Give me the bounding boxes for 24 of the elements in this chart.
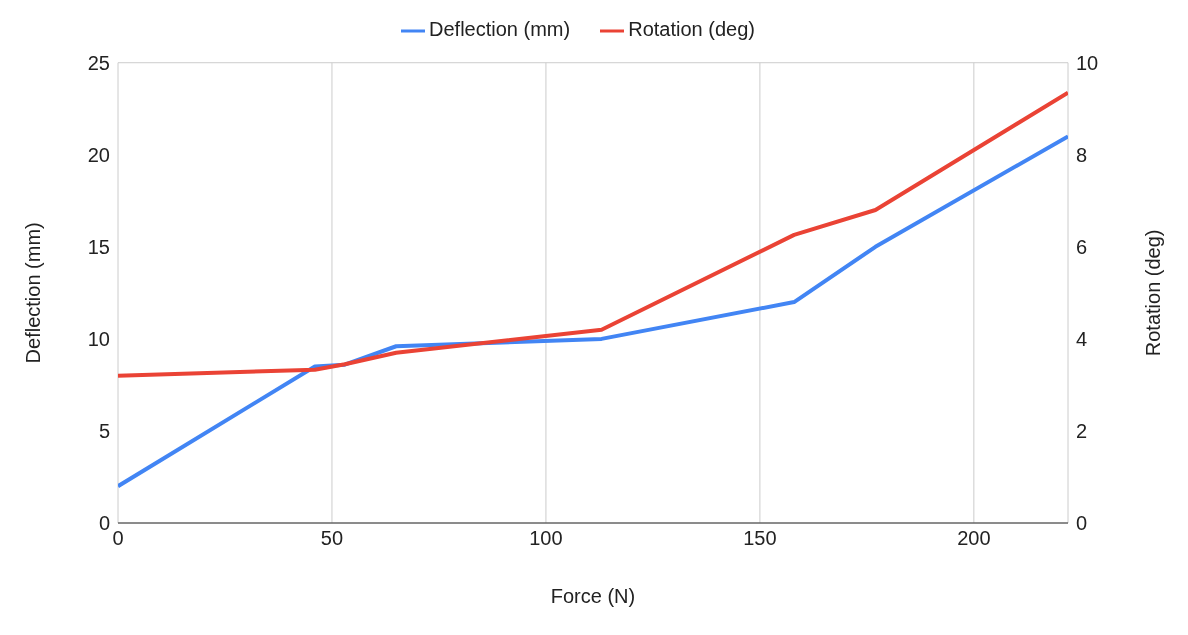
y2-axis-title: Rotation (deg) [1142, 229, 1165, 357]
y2-tick-label: 0 [1076, 512, 1088, 535]
y2-tick-label: 4 [1076, 327, 1088, 350]
x-tick-label: 150 [743, 527, 777, 550]
y-tick-label: 20 [87, 143, 110, 166]
x-tick-label: 100 [529, 527, 563, 550]
y2-tick-label: 10 [1076, 51, 1099, 74]
line-series [118, 90, 1068, 378]
y-tick-label: 5 [98, 420, 110, 443]
line-series [118, 134, 1068, 489]
legend-label: Rotation (deg) [628, 18, 755, 40]
y-tick-label: 0 [98, 512, 110, 535]
y2-tick-label: 8 [1076, 143, 1088, 166]
legend-label: Deflection (mm) [429, 18, 571, 40]
y2-tick-label: 6 [1076, 235, 1088, 258]
y-tick-label: 10 [87, 327, 110, 350]
y-axis-title: Deflection (mm) [22, 222, 45, 364]
x-tick-label: 200 [957, 527, 991, 550]
y-tick-label: 15 [87, 235, 110, 258]
x-tick-label: 50 [320, 527, 344, 550]
y-tick-label: 25 [87, 51, 110, 74]
x-tick-label: 0 [112, 527, 124, 550]
y2-tick-label: 2 [1076, 420, 1088, 443]
x-axis-title: Force (N) [550, 585, 636, 607]
